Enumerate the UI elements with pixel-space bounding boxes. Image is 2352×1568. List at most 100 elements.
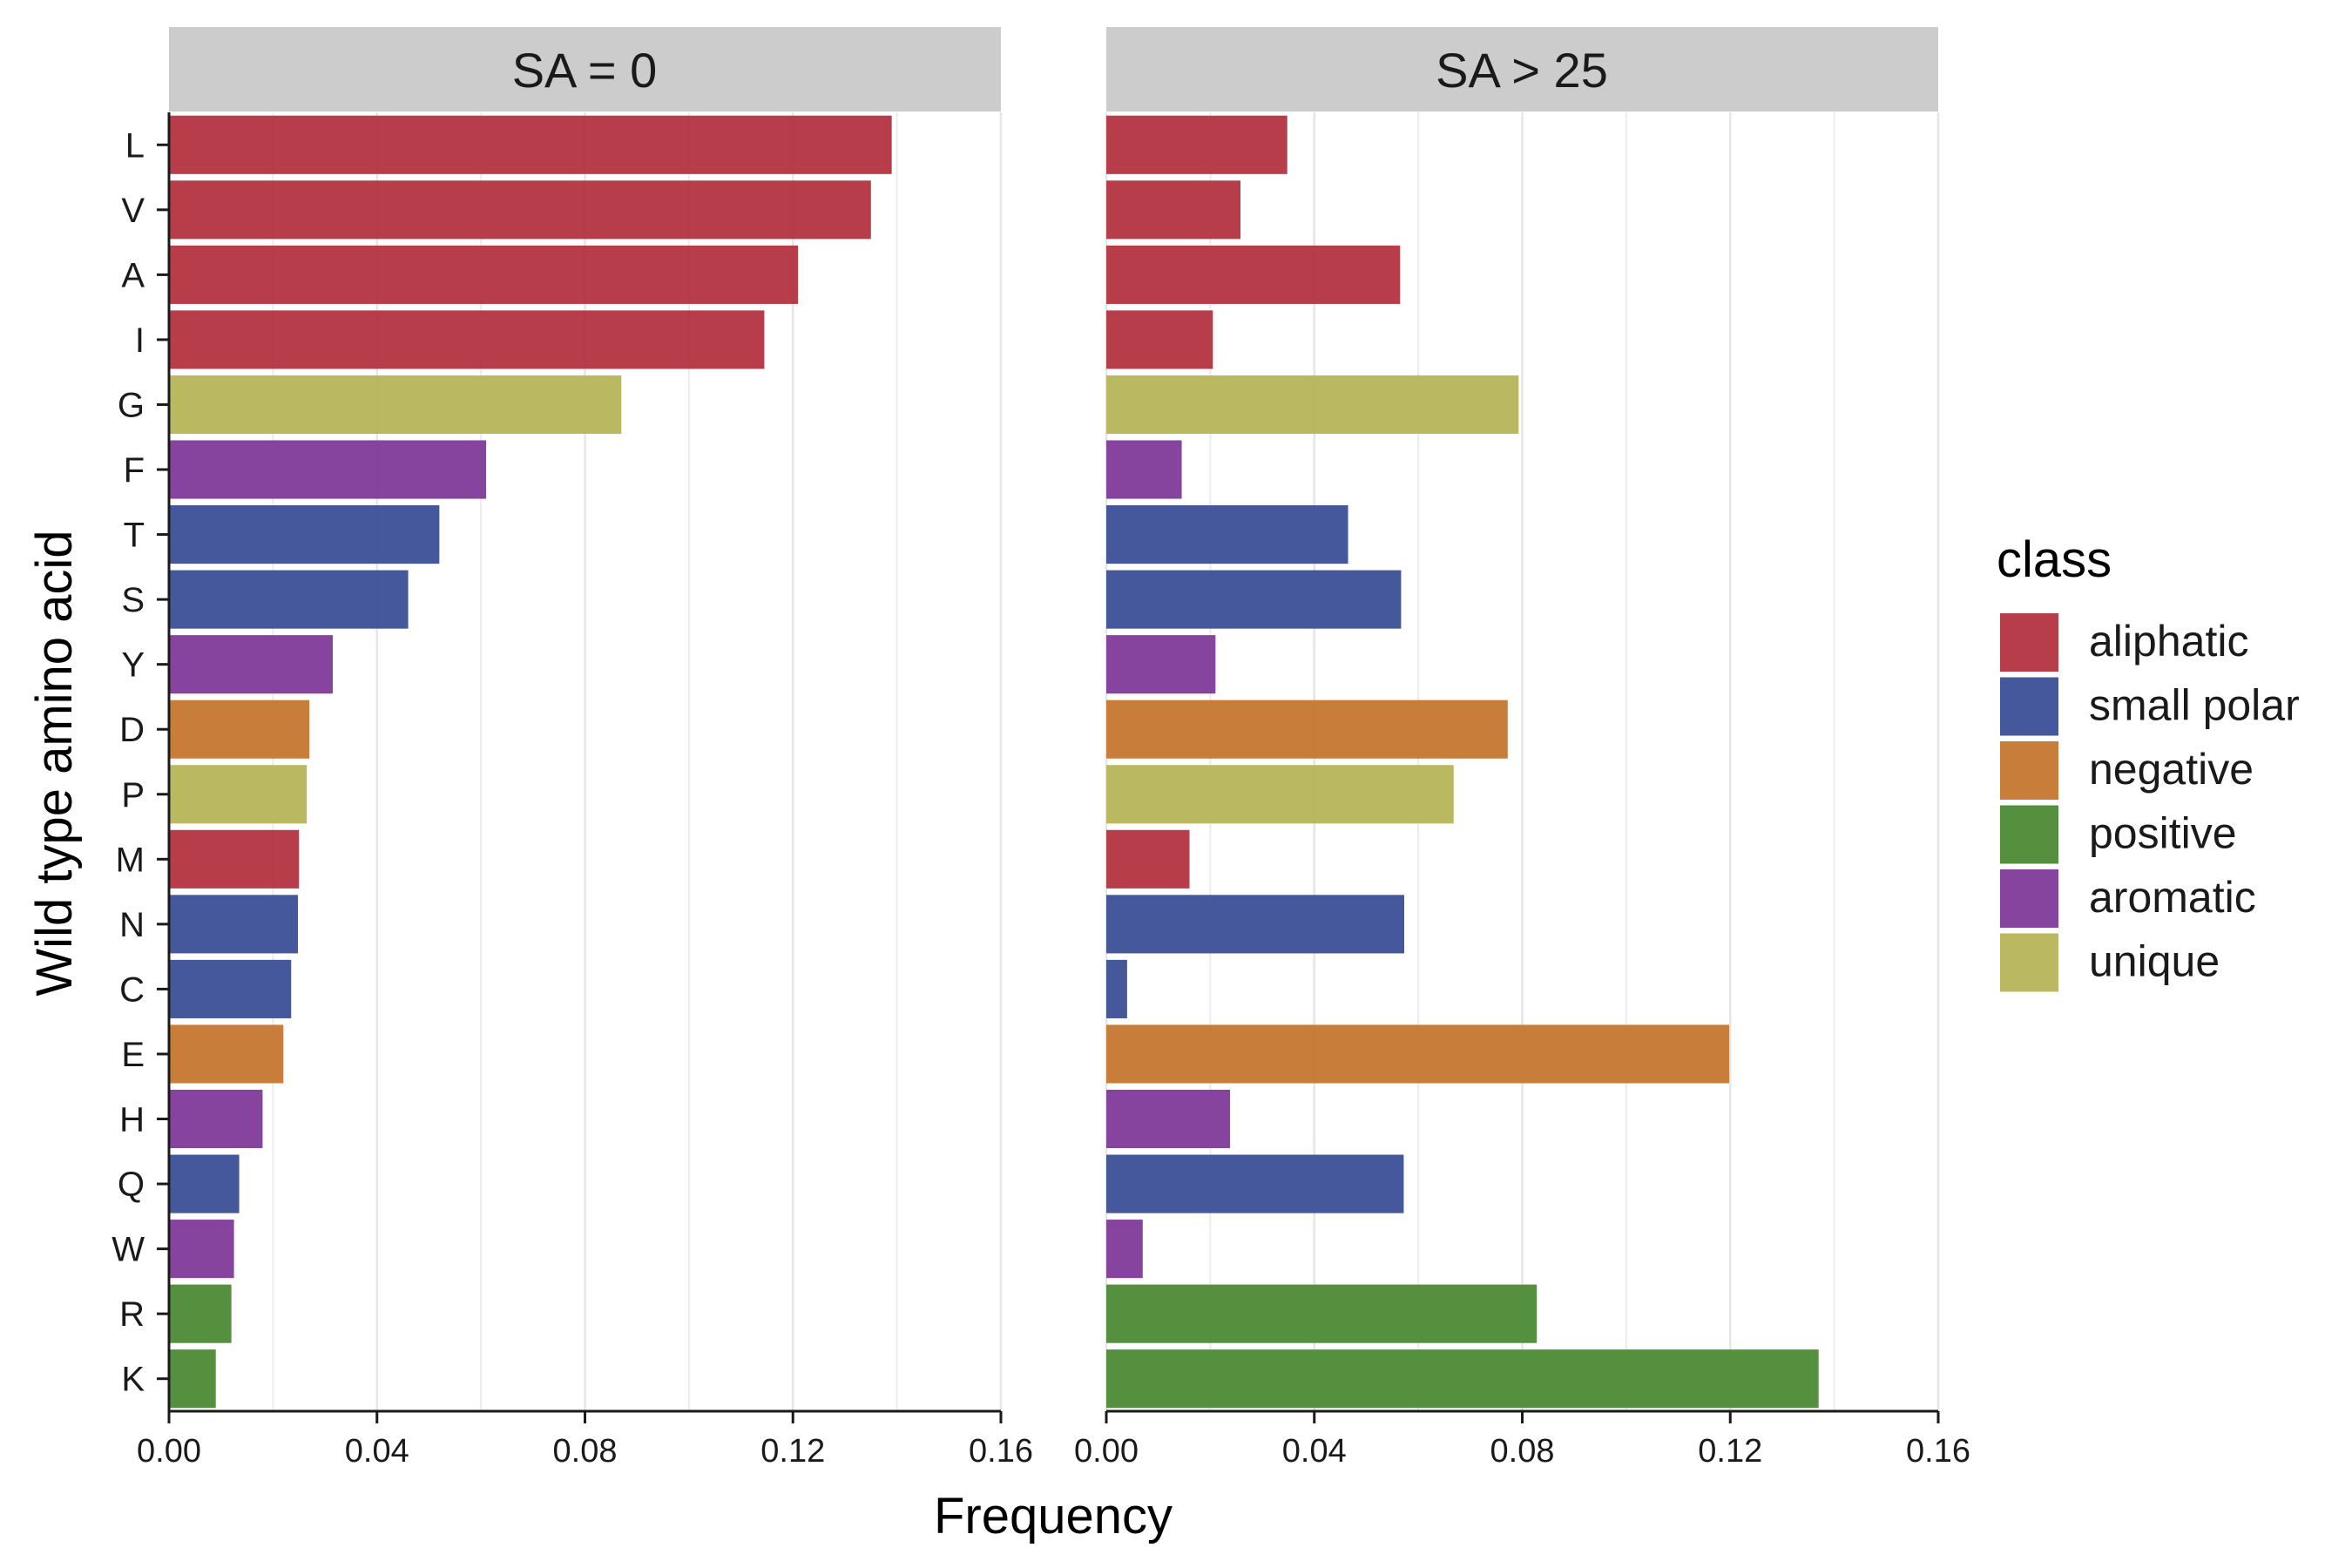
bar-f-aromatic — [1106, 440, 1182, 499]
bar-y-aromatic — [169, 635, 334, 694]
bar-g-unique — [1106, 375, 1519, 435]
x-tick-label: 0.04 — [1282, 1433, 1347, 1470]
panel-gridlines — [167, 112, 1003, 1411]
bar-q-small-polar — [169, 1154, 240, 1213]
bar-e-negative — [1106, 1024, 1730, 1084]
x-tick-label: 0.12 — [1698, 1433, 1762, 1470]
y-tick-label-c: C — [119, 970, 145, 1009]
y-tick-label-i: I — [135, 321, 145, 360]
panel-bars — [1106, 115, 1819, 1409]
bar-r-positive — [169, 1284, 232, 1343]
bar-r-positive — [1106, 1284, 1538, 1343]
y-tick-label-m: M — [116, 841, 145, 879]
bar-m-aliphatic — [169, 829, 300, 889]
panel-bars — [169, 115, 892, 1409]
bar-v-aliphatic — [169, 180, 871, 240]
bar-v-aliphatic — [1106, 180, 1240, 240]
legend-title: class — [1997, 531, 2112, 588]
x-axis-ticks: 0.00 0.04 0.08 0.12 0.16 — [1074, 1411, 1970, 1470]
y-tick-label-s: S — [121, 581, 145, 619]
bar-g-unique — [169, 375, 622, 435]
panel-strip-background — [1106, 27, 1938, 112]
panel-strip-title: SA = 0 — [512, 43, 658, 98]
bar-t-small-polar — [169, 505, 440, 564]
bar-w-aromatic — [169, 1220, 234, 1279]
y-tick-label-r: R — [119, 1295, 145, 1334]
bar-y-aromatic — [1106, 635, 1216, 694]
x-tick-label: 0.04 — [345, 1433, 409, 1470]
x-axis-ticks: 0.00 0.04 0.08 0.12 0.16 — [137, 1411, 1033, 1470]
bar-p-unique — [1106, 765, 1454, 824]
y-tick-label-l: L — [125, 126, 145, 165]
y-tick-label-d: D — [119, 711, 145, 749]
legend-label-aromatic: aromatic — [2089, 873, 2256, 922]
bar-f-aromatic — [169, 440, 487, 499]
y-tick-label-w: W — [112, 1231, 145, 1269]
bar-c-small-polar — [169, 959, 292, 1018]
y-tick-label-e: E — [121, 1036, 145, 1074]
y-tick-label-q: Q — [118, 1166, 145, 1204]
legend-label-small-polar: small polar — [2089, 681, 2300, 730]
legend-label-unique: unique — [2089, 937, 2220, 986]
bar-s-small-polar — [169, 570, 409, 629]
x-tick-label: 0.08 — [553, 1433, 618, 1470]
legend-label-positive: positive — [2089, 809, 2237, 858]
legend-items: aliphatic small polar negative positive arom… — [2000, 613, 2300, 992]
x-tick-label: 0.16 — [969, 1433, 1033, 1470]
bar-l-aliphatic — [1106, 115, 1288, 174]
panel-strip-background — [169, 27, 1001, 112]
legend: class aliphatic small polar negative positi… — [1997, 531, 2300, 992]
bar-q-small-polar — [1106, 1154, 1404, 1213]
legend-swatch-aromatic — [2000, 869, 2058, 928]
bar-m-aliphatic — [1106, 829, 1190, 889]
y-tick-label-p: P — [121, 776, 145, 814]
y-tick-label-n: N — [119, 906, 145, 944]
bar-h-aromatic — [1106, 1089, 1231, 1149]
legend-swatch-unique — [2000, 933, 2058, 992]
y-tick-label-y: Y — [121, 646, 145, 685]
x-tick-label: 0.00 — [1074, 1433, 1139, 1470]
x-tick-label: 0.16 — [1906, 1433, 1970, 1470]
bar-n-small-polar — [1106, 895, 1405, 954]
legend-label-negative: negative — [2089, 745, 2254, 794]
x-tick-label: 0.12 — [760, 1433, 825, 1470]
bar-s-small-polar — [1106, 570, 1402, 629]
bar-a-aliphatic — [169, 245, 799, 304]
bar-e-negative — [169, 1024, 284, 1084]
bar-k-positive — [1106, 1349, 1819, 1409]
legend-label-aliphatic: aliphatic — [2089, 617, 2248, 666]
panel-strip-title: SA > 25 — [1436, 43, 1608, 98]
y-tick-label-g: G — [118, 386, 145, 424]
legend-swatch-small-polar — [2000, 677, 2058, 736]
bar-d-negative — [169, 700, 310, 759]
bar-a-aliphatic — [1106, 245, 1401, 304]
bar-h-aromatic — [169, 1089, 263, 1149]
y-tick-label-a: A — [121, 256, 145, 294]
y-tick-label-f: F — [124, 451, 145, 490]
panel-gridlines — [1105, 112, 1940, 1411]
bar-n-small-polar — [169, 895, 299, 954]
y-tick-label-k: K — [121, 1361, 145, 1399]
x-axis-title: Frequency — [934, 1488, 1173, 1544]
y-tick-label-t: T — [124, 517, 145, 555]
bar-c-small-polar — [1106, 959, 1127, 1018]
legend-swatch-negative — [2000, 741, 2058, 800]
bar-i-aliphatic — [1106, 310, 1213, 369]
bar-k-positive — [169, 1349, 216, 1409]
y-axis-title: Wild type amino acid — [26, 530, 83, 996]
bar-w-aromatic — [1106, 1220, 1143, 1279]
x-tick-label: 0.00 — [137, 1433, 201, 1470]
y-tick-label-v: V — [121, 192, 145, 230]
bar-l-aliphatic — [169, 115, 892, 174]
panel-sa-gt-25: SA > 25 0.00 0.04 0.08 0.12 0.16 — [1074, 27, 1970, 1470]
legend-swatch-positive — [2000, 805, 2058, 864]
bar-d-negative — [1106, 700, 1508, 759]
bar-t-small-polar — [1106, 505, 1348, 564]
legend-swatch-aliphatic — [2000, 613, 2058, 672]
bar-p-unique — [169, 765, 308, 824]
y-tick-label-h: H — [119, 1101, 145, 1139]
bar-i-aliphatic — [169, 310, 765, 369]
